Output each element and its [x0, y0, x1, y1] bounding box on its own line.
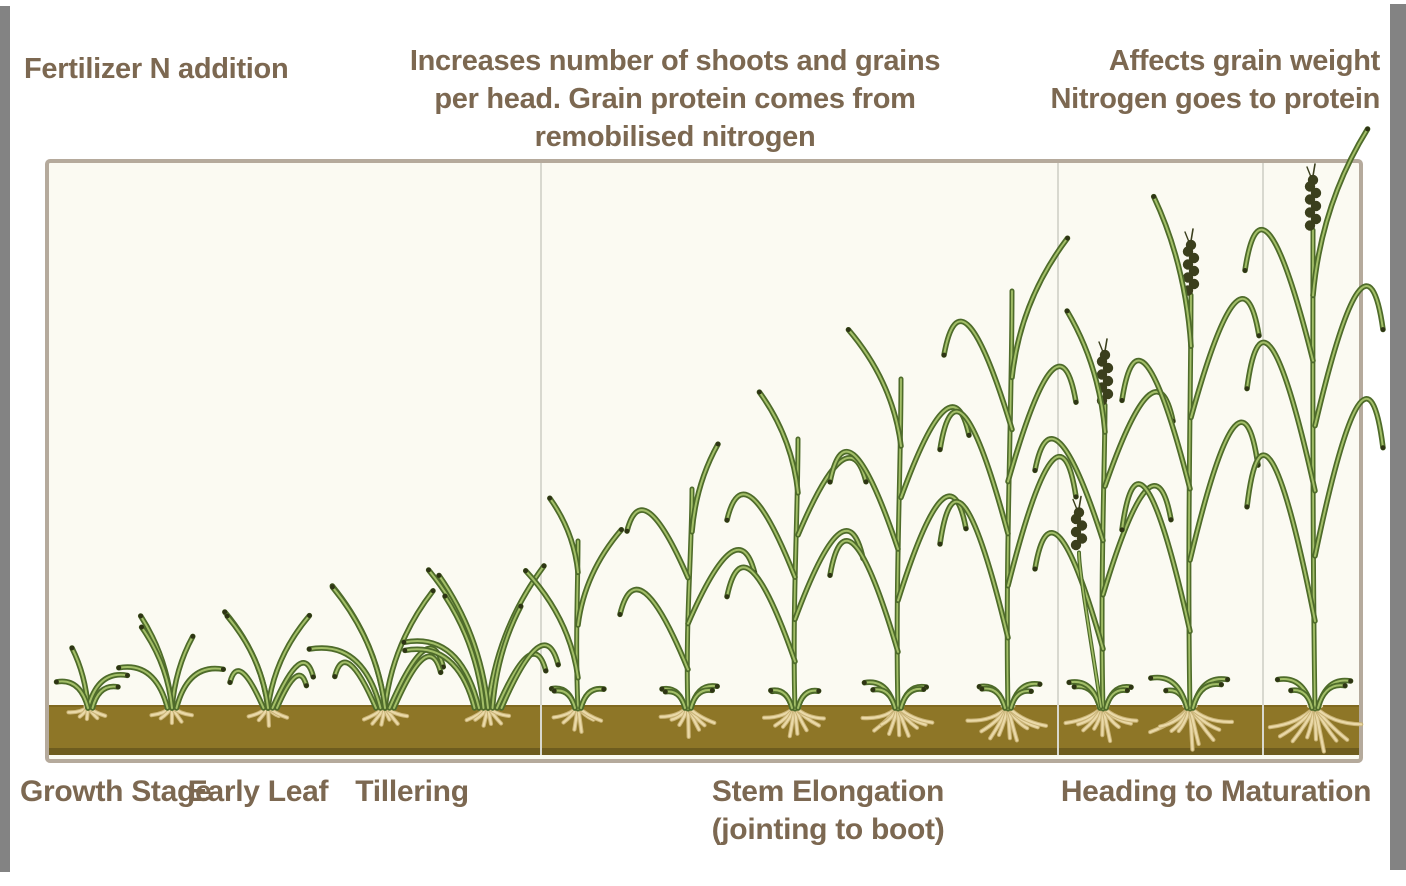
soil-band — [49, 705, 1359, 755]
stage-divider — [1262, 163, 1264, 755]
stage-label-growth-stage: Growth Stage — [20, 773, 212, 811]
annotation-shoots-grains: Increases number of shoots and grains pe… — [409, 42, 941, 156]
stage-label-line: Early Leaf — [187, 775, 329, 808]
annotation-line: Increases number of shoots and grains — [409, 45, 941, 77]
frame-left-strip — [0, 6, 10, 872]
stage-label-stem-elongation: Stem Elongation (jointing to boot) — [712, 773, 945, 849]
stage-label-heading-maturation: Heading to Maturation — [1060, 773, 1372, 811]
annotation-grain-weight: Affects grain weight Nitrogen goes to pr… — [1050, 42, 1380, 118]
growth-panel — [45, 159, 1363, 763]
stage-label-early-leaf: Early Leaf — [187, 773, 329, 811]
stage-label-line: Tillering — [355, 775, 469, 808]
stage-label-line: (jointing to boot) — [711, 813, 945, 846]
annotation-line: Affects grain weight — [1108, 45, 1380, 77]
stage-divider — [540, 163, 542, 755]
stage-label-line: Stem Elongation — [711, 775, 945, 808]
stage-label-line: Heading to Maturation — [1060, 775, 1372, 808]
stage-label-line: Growth Stage — [20, 775, 212, 808]
stage-divider — [1057, 163, 1059, 755]
annotation-line: remobilised nitrogen — [534, 121, 816, 153]
annotation-fertilizer: Fertilizer N addition — [24, 53, 289, 85]
stage-label-tillering: Tillering — [355, 773, 469, 811]
frame-right-strip — [1390, 4, 1406, 870]
annotation-line: per head. Grain protein comes from — [434, 83, 916, 115]
annotation-line: Nitrogen goes to protein — [1050, 83, 1380, 115]
